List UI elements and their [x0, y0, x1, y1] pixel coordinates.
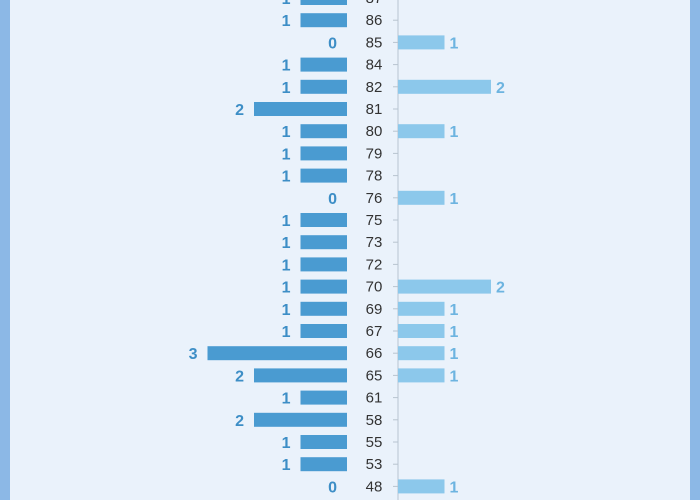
left-value-label: 0: [328, 479, 337, 496]
left-value-label: 1: [282, 302, 291, 319]
right-bar: [398, 79, 491, 94]
left-bar: [300, 235, 347, 250]
category-label: 81: [366, 101, 383, 118]
right-value-label: 2: [496, 280, 505, 297]
left-bar: [300, 13, 347, 28]
right-bar: [398, 279, 491, 294]
right-bar: [398, 301, 445, 316]
stem-and-leaf-bar-chart: 87 1 86 1 85 0 1 84 1 82 1 2 81 2 80 1 1 79 1 78 1 76 0 1 75 1 73 1…: [189, 0, 505, 500]
category-label: 78: [366, 168, 383, 185]
left-bar: [300, 57, 347, 72]
category-label: 66: [366, 345, 383, 362]
left-value-label: 1: [282, 124, 291, 141]
right-value-label: 1: [450, 346, 459, 363]
right-value-label: 1: [450, 324, 459, 341]
left-value-label: 0: [328, 35, 337, 52]
right-bar: [398, 324, 445, 338]
right-bar: [398, 124, 445, 139]
left-value-label: 1: [282, 169, 291, 186]
left-bar: [300, 0, 347, 5]
left-bar: [300, 146, 347, 161]
left-bar: [300, 435, 347, 449]
category-label: 86: [366, 12, 383, 29]
right-value-label: 1: [450, 479, 459, 496]
left-value-label: 1: [282, 58, 291, 75]
left-bar: [300, 213, 347, 227]
right-bar: [398, 35, 445, 50]
category-label: 79: [366, 145, 383, 162]
right-bar: [398, 479, 445, 494]
left-value-label: 2: [235, 368, 244, 385]
left-bar: [300, 79, 347, 94]
right-value-label: 1: [450, 191, 459, 208]
left-bar: [300, 279, 347, 294]
right-bar: [398, 190, 445, 205]
left-value-label: 1: [282, 457, 291, 474]
category-label: 82: [366, 79, 383, 96]
left-bar: [300, 257, 347, 272]
left-value-label: 0: [328, 191, 337, 208]
category-label: 48: [366, 478, 383, 495]
category-label: 65: [366, 367, 383, 384]
left-value-label: 2: [235, 413, 244, 430]
category-label: 80: [366, 123, 383, 140]
left-value-label: 2: [235, 102, 244, 119]
left-value-label: 1: [282, 80, 291, 97]
category-label: 75: [366, 212, 383, 229]
right-value-label: 2: [496, 80, 505, 97]
left-value-label: 1: [282, 324, 291, 341]
left-value-label: 3: [189, 346, 198, 363]
category-label: 76: [366, 190, 383, 207]
category-label: 55: [366, 434, 383, 451]
category-label: 58: [366, 412, 383, 429]
category-label: 70: [366, 279, 383, 296]
right-value-label: 1: [450, 302, 459, 319]
category-label: 72: [366, 256, 383, 273]
chart-frame: 87 1 86 1 85 0 1 84 1 82 1 2 81 2 80 1 1 79 1 78 1 76 0 1 75 1 73 1…: [10, 0, 690, 500]
category-label: 53: [366, 456, 383, 473]
category-label: 61: [366, 390, 383, 407]
left-value-label: 1: [282, 235, 291, 252]
left-bar: [207, 346, 347, 361]
left-bar: [254, 102, 347, 116]
left-value-label: 1: [282, 0, 291, 8]
left-bar: [300, 457, 347, 472]
right-value-label: 1: [450, 368, 459, 385]
left-bar: [254, 412, 347, 427]
right-value-label: 1: [450, 124, 459, 141]
right-value-label: 1: [450, 35, 459, 52]
left-value-label: 1: [282, 391, 291, 408]
category-label: 87: [366, 0, 383, 7]
category-label: 73: [366, 234, 383, 251]
left-value-label: 1: [282, 213, 291, 230]
right-bar: [398, 346, 445, 361]
category-label: 69: [366, 301, 383, 318]
category-label: 67: [366, 323, 383, 340]
left-bar: [300, 301, 347, 316]
category-label: 85: [366, 34, 383, 51]
left-value-label: 1: [282, 146, 291, 163]
left-bar: [300, 168, 347, 183]
left-value-label: 1: [282, 435, 291, 452]
left-value-label: 1: [282, 280, 291, 297]
left-bar: [300, 124, 347, 139]
left-bar: [300, 390, 347, 405]
left-value-label: 1: [282, 13, 291, 30]
right-bar: [398, 368, 445, 383]
left-bar: [254, 368, 347, 383]
category-label: 84: [366, 57, 383, 74]
left-bar: [300, 324, 347, 338]
left-value-label: 1: [282, 257, 291, 274]
